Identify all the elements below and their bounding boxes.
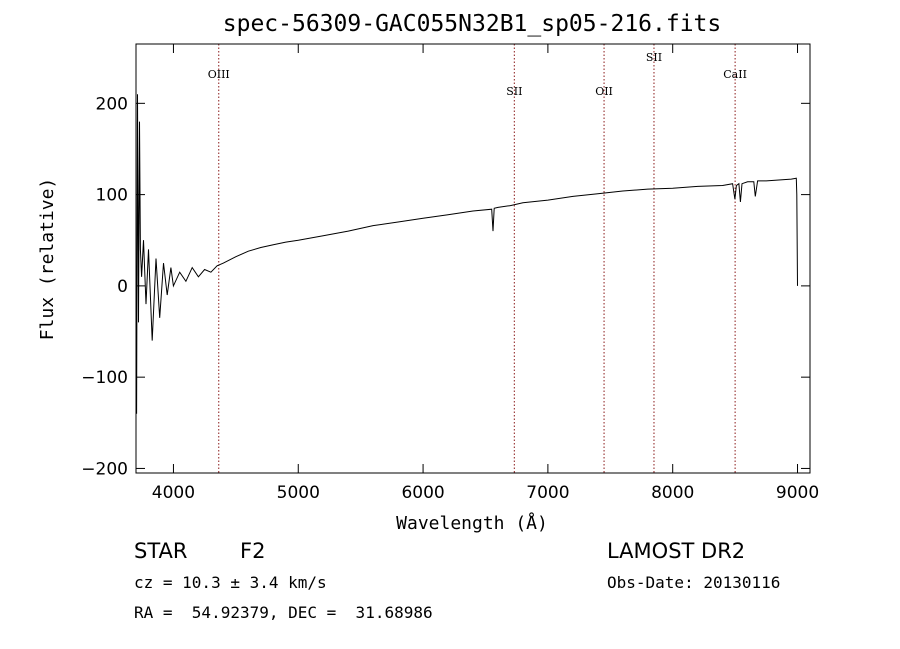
line-marker-label: CaII bbox=[723, 68, 747, 81]
axis-ticks: 4000 5000 6000 7000 8000 9000 −200 −100 0 100 200 bbox=[81, 44, 819, 503]
emission-line-markers: OIII SII OII SII CaII bbox=[208, 44, 747, 473]
chart-title: spec-56309-GAC055N32B1_sp05-216.fits bbox=[223, 11, 722, 37]
y-tick-label: 100 bbox=[96, 186, 128, 206]
y-tick-label: 0 bbox=[117, 277, 128, 297]
x-tick-label: 6000 bbox=[401, 483, 444, 503]
x-tick-label: 7000 bbox=[526, 483, 569, 503]
x-axis-label: Wavelength (Å) bbox=[396, 512, 548, 534]
line-marker-label: OIII bbox=[208, 68, 230, 81]
spectral-class: F2 bbox=[240, 539, 266, 563]
object-type: STAR bbox=[134, 539, 188, 563]
sky-coordinates: RA = 54.92379, DEC = 31.68986 bbox=[134, 603, 433, 622]
y-tick-label: −100 bbox=[81, 368, 128, 388]
spectrum-line bbox=[136, 94, 798, 414]
y-tick-label: −200 bbox=[81, 459, 128, 479]
survey-name: LAMOST DR2 bbox=[607, 539, 746, 563]
x-tick-label: 4000 bbox=[152, 483, 195, 503]
line-marker-label: OII bbox=[595, 85, 613, 98]
line-marker-label: SII bbox=[646, 51, 662, 64]
x-tick-label: 8000 bbox=[651, 483, 694, 503]
spectrum-series bbox=[136, 94, 798, 414]
y-tick-label: 200 bbox=[96, 94, 128, 114]
observation-date: Obs-Date: 20130116 bbox=[607, 573, 781, 592]
plot-frame bbox=[135, 43, 811, 474]
redshift-value: cz = 10.3 ± 3.4 km/s bbox=[134, 573, 327, 592]
x-tick-label: 5000 bbox=[277, 483, 320, 503]
x-tick-label: 9000 bbox=[776, 483, 819, 503]
line-marker-label: SII bbox=[506, 85, 522, 98]
y-axis-label: Flux (relative) bbox=[37, 178, 58, 341]
